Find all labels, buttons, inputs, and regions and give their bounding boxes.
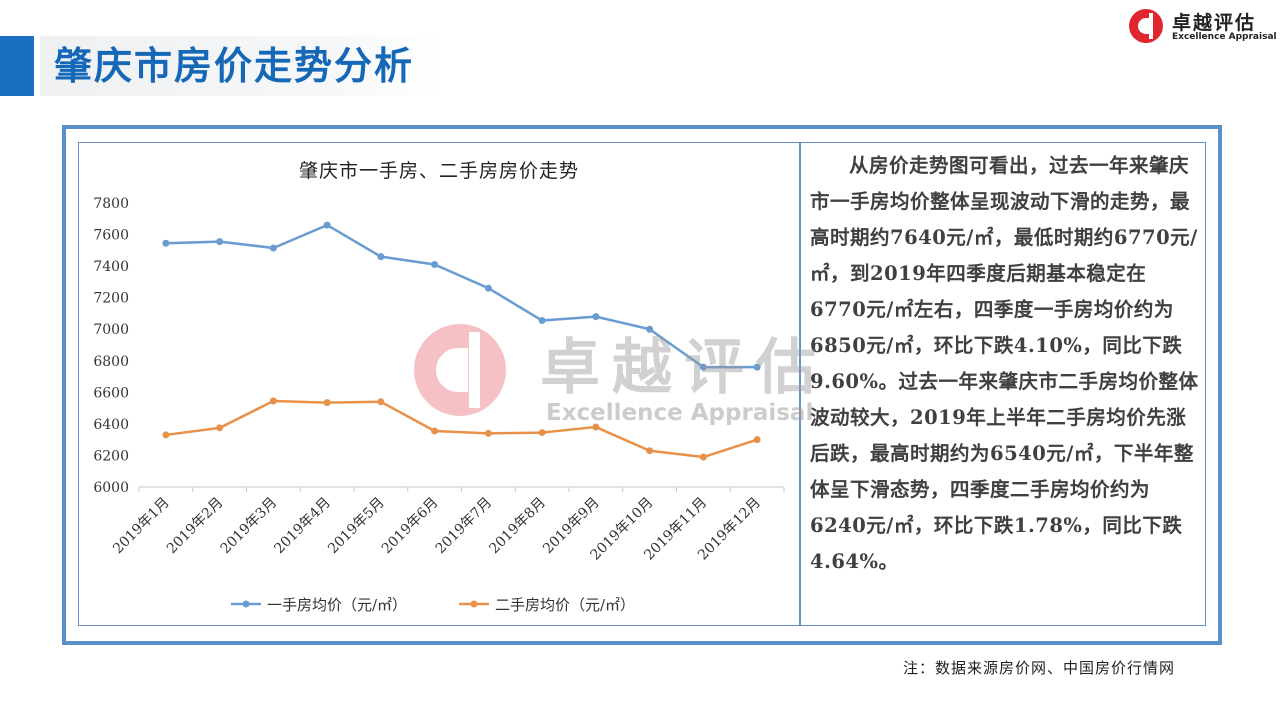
title-accent-bar [0, 36, 34, 96]
data-point [162, 431, 170, 439]
x-tick-label: 2019年3月 [218, 495, 281, 558]
data-point [646, 325, 654, 333]
company-logo: 卓越评估 Excellence Appraisal [1128, 6, 1277, 46]
logo-name-cn: 卓越评估 [1172, 12, 1257, 34]
data-point [484, 429, 492, 437]
data-point [753, 436, 761, 444]
analysis-text: 从房价走势图可看出，过去一年来肇庆市一手房均价整体呈现波动下滑的走势，最高时期约… [810, 154, 1199, 573]
data-point [753, 363, 761, 371]
x-tick-label: 2019年1月 [110, 495, 173, 558]
data-point [377, 253, 385, 261]
y-tick-label: 7600 [93, 228, 129, 244]
series-line-2 [165, 399, 758, 459]
legend-marker [242, 600, 250, 608]
x-tick-label: 2019年8月 [486, 495, 549, 558]
y-tick-label: 7400 [93, 259, 129, 275]
x-tick-label: 2019年5月 [325, 495, 388, 558]
chart-title: 肇庆市一手房、二手房房价走势 [299, 160, 579, 182]
data-point [216, 424, 224, 432]
x-tick-label: 2019年6月 [379, 495, 442, 558]
data-point [162, 239, 170, 247]
page-title: 肇庆市房价走势分析 [54, 44, 415, 88]
chart-panel: 肇庆市一手房、二手房房价走势 6000 6200 6400 6600 6800 7000 7… [78, 142, 800, 626]
x-tick-label: 2019年4月 [271, 495, 334, 558]
y-tick-label: 6000 [93, 480, 129, 496]
y-tick-label: 7000 [93, 322, 129, 338]
logo-name-en: Excellence Appraisal [1172, 32, 1277, 42]
legend-label: 二手房均价（元/㎡） [495, 596, 635, 614]
data-point [269, 244, 277, 252]
data-point [269, 397, 277, 405]
data-point [538, 429, 546, 437]
y-tick-label: 6200 [93, 448, 129, 464]
legend-marker [470, 600, 478, 608]
data-point [699, 363, 707, 371]
price-trend-chart: 肇庆市一手房、二手房房价走势 6000 6200 6400 6600 6800 7000 7… [93, 160, 785, 614]
series-line-1 [165, 223, 758, 369]
data-point [323, 399, 331, 407]
data-point [592, 313, 600, 321]
y-tick-label: 6400 [93, 417, 129, 433]
data-point [484, 284, 492, 292]
data-source-note: 注：数据来源房价网、中国房价行情网 [903, 659, 1176, 677]
data-point [431, 261, 439, 269]
x-tick-label: 2019年2月 [164, 495, 227, 558]
data-point [323, 221, 331, 229]
y-tick-label: 7200 [93, 291, 129, 307]
data-point [699, 453, 707, 461]
analysis-panel: 从房价走势图可看出，过去一年来肇庆市一手房均价整体呈现波动下滑的走势，最高时期约… [800, 142, 1206, 626]
title-background [40, 36, 440, 96]
y-tick-label: 7800 [93, 196, 129, 212]
y-tick-label: 6600 [93, 385, 129, 401]
data-point [646, 447, 654, 455]
data-point [538, 317, 546, 325]
x-tick-label: 2019年7月 [433, 495, 496, 558]
data-point [592, 423, 600, 431]
data-point [377, 398, 385, 406]
legend-label: 一手房均价（元/㎡） [267, 596, 407, 614]
data-point [431, 427, 439, 435]
logo-mark-icon [1129, 9, 1163, 43]
y-tick-label: 6800 [93, 354, 129, 370]
data-point [216, 238, 224, 246]
